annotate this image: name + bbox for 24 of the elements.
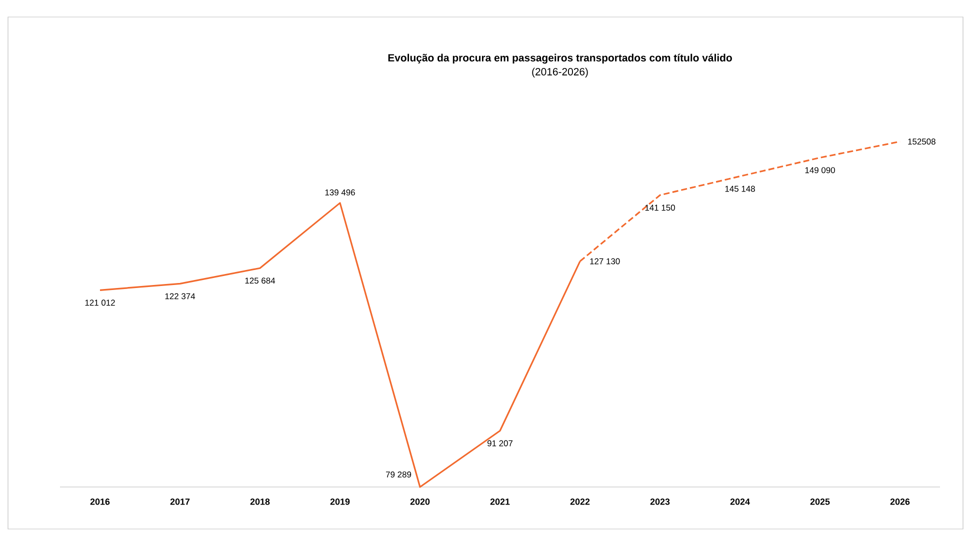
x-tick-label: 2025: [810, 498, 830, 505]
data-label: 152508: [908, 138, 936, 145]
data-label: 91 207: [487, 440, 513, 446]
data-label: 127 130: [590, 258, 620, 264]
x-tick-label: 2016: [90, 498, 110, 505]
data-label: 141 150: [645, 204, 675, 211]
x-tick-label: 2018: [250, 498, 270, 505]
data-label: 121 012: [85, 300, 115, 306]
x-tick-label: 2017: [170, 498, 190, 505]
data-label: 79 289: [386, 471, 412, 478]
data-label: 145 148: [725, 186, 755, 192]
x-tick-label: 2021: [490, 498, 510, 505]
chart-title: Evolução da procura em passageiros transportados com título válido: [388, 54, 732, 64]
x-tick-label: 2026: [890, 498, 910, 505]
x-tick-label: 2023: [650, 498, 670, 505]
data-label: 125 684: [245, 278, 276, 284]
data-label: 149 090: [805, 167, 835, 174]
chart-subtitle: (2016-2026): [532, 68, 588, 78]
x-tick-label: 2019: [330, 498, 350, 505]
x-tick-label: 2022: [570, 498, 590, 505]
x-tick-label: 2024: [730, 498, 750, 505]
data-label: 139 496: [325, 189, 355, 196]
data-label: 122 374: [165, 293, 196, 300]
x-tick-label: 2020: [410, 498, 430, 505]
